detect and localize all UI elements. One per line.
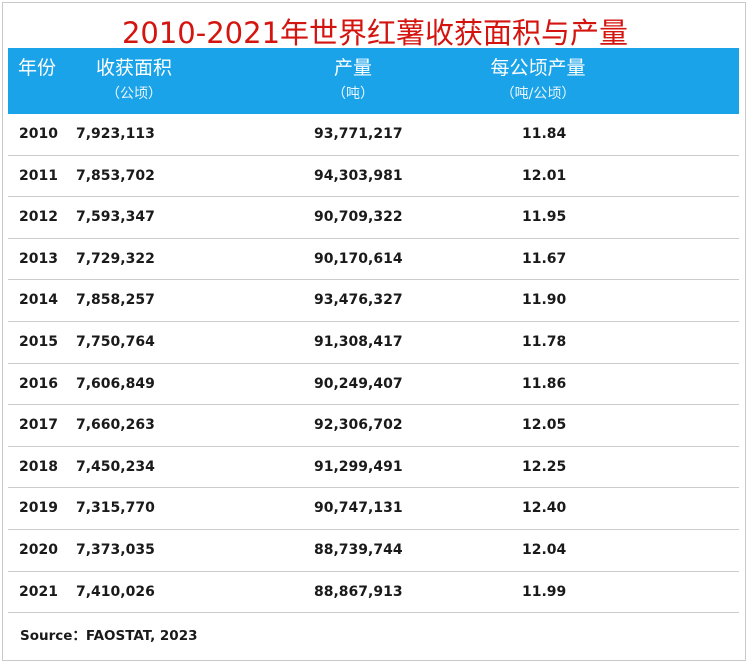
header-production-label: 产量 — [333, 57, 372, 79]
table-row: 2020 7,373,035 88,739,744 12.04 — [8, 529, 739, 572]
cell-year: 2014 — [19, 292, 58, 309]
cell-area: 7,450,234 — [76, 458, 155, 475]
cell-area: 7,593,347 — [76, 209, 155, 226]
cell-area: 7,729,322 — [76, 250, 155, 267]
cell-year: 2015 — [19, 333, 58, 350]
cell-area: 7,410,026 — [76, 583, 155, 600]
cell-area: 7,858,257 — [76, 292, 155, 309]
cell-year: 2010 — [19, 126, 58, 142]
cell-yield: 12.01 — [522, 167, 567, 184]
header-production-unit: （吨） — [332, 86, 374, 102]
cell-area: 7,853,702 — [76, 167, 155, 184]
cell-year: 2017 — [19, 417, 58, 434]
cell-yield: 11.86 — [522, 375, 567, 392]
cell-production: 93,771,217 — [314, 126, 403, 142]
cell-production: 91,299,491 — [314, 458, 403, 475]
table-row: 2019 7,315,770 90,747,131 12.40 — [8, 488, 739, 530]
table-row: 2011 7,853,702 94,303,981 12.01 — [8, 155, 739, 198]
table-row: 2012 7,593,347 90,709,322 11.95 — [8, 197, 739, 239]
cell-production: 88,867,913 — [314, 583, 403, 600]
table-row: 2010 7,923,113 93,771,217 11.84 — [8, 114, 739, 156]
cell-year: 2013 — [19, 250, 58, 267]
cell-production: 88,739,744 — [314, 541, 403, 558]
cell-yield: 12.25 — [522, 458, 567, 475]
cell-year: 2020 — [19, 541, 58, 558]
cell-year: 2021 — [19, 583, 58, 600]
cell-yield: 11.95 — [522, 209, 567, 226]
cell-production: 90,709,322 — [314, 209, 403, 226]
source-note: Source：FAOSTAT, 2023 — [20, 628, 198, 644]
table-row: 2014 7,858,257 93,476,327 11.90 — [8, 280, 739, 322]
header-year-label: 年份 — [17, 57, 56, 79]
header-yield-unit: （吨/公顷） — [500, 86, 576, 102]
cell-area: 7,750,764 — [76, 333, 155, 350]
cell-year: 2019 — [19, 500, 58, 517]
header-area-unit: （公顷） — [106, 86, 162, 102]
header-production: 产量 （吨） — [308, 56, 398, 104]
table-row: 2013 7,729,322 90,170,614 11.67 — [8, 238, 739, 281]
cell-yield: 12.40 — [522, 500, 567, 517]
table-row: 2016 7,606,849 90,249,407 11.86 — [8, 363, 739, 406]
cell-yield: 12.04 — [522, 541, 567, 558]
cell-yield: 12.05 — [522, 417, 567, 434]
cell-production: 92,306,702 — [314, 417, 403, 434]
cell-production: 90,249,407 — [314, 375, 403, 392]
header-yield: 每公顷产量 （吨/公顷） — [478, 56, 598, 104]
cell-area: 7,315,770 — [76, 500, 155, 517]
cell-production: 90,170,614 — [314, 250, 403, 267]
cell-year: 2018 — [19, 458, 58, 475]
table-row: 2018 7,450,234 91,299,491 12.25 — [8, 446, 739, 489]
cell-area: 7,660,263 — [76, 417, 155, 434]
header-area-label: 收获面积 — [95, 57, 172, 79]
cell-year: 2016 — [19, 375, 58, 392]
cell-area: 7,923,113 — [76, 126, 155, 142]
header-year: 年份 — [8, 56, 66, 80]
header-area: 收获面积 （公顷） — [74, 56, 194, 104]
cell-yield: 11.67 — [522, 250, 567, 267]
cell-yield: 11.84 — [522, 126, 567, 142]
table-row: 2017 7,660,263 92,306,702 12.05 — [8, 405, 739, 447]
cell-production: 94,303,981 — [314, 167, 403, 184]
cell-area: 7,373,035 — [76, 541, 155, 558]
table-header: 年份 收获面积 （公顷） 产量 （吨） 每公顷产量 （吨/公顷） — [8, 48, 739, 114]
cell-yield: 11.78 — [522, 333, 567, 350]
cell-year: 2011 — [19, 167, 58, 184]
cell-area: 7,606,849 — [76, 375, 155, 392]
cell-production: 93,476,327 — [314, 292, 403, 309]
cell-year: 2012 — [19, 209, 58, 226]
chart-title: 2010-2021年世界红薯收获面积与产量 — [121, 16, 629, 50]
table-row: 2021 7,410,026 88,867,913 11.99 — [8, 571, 739, 614]
cell-yield: 11.90 — [522, 292, 567, 309]
table-body: 2010 7,923,113 93,771,217 11.84 2011 7,853,70… — [8, 114, 739, 614]
cell-production: 90,747,131 — [314, 500, 403, 517]
cell-production: 91,308,417 — [314, 333, 403, 350]
cell-yield: 11.99 — [522, 583, 567, 600]
header-yield-label: 每公顷产量 — [490, 57, 586, 79]
table-row: 2015 7,750,764 91,308,417 11.78 — [8, 321, 739, 364]
